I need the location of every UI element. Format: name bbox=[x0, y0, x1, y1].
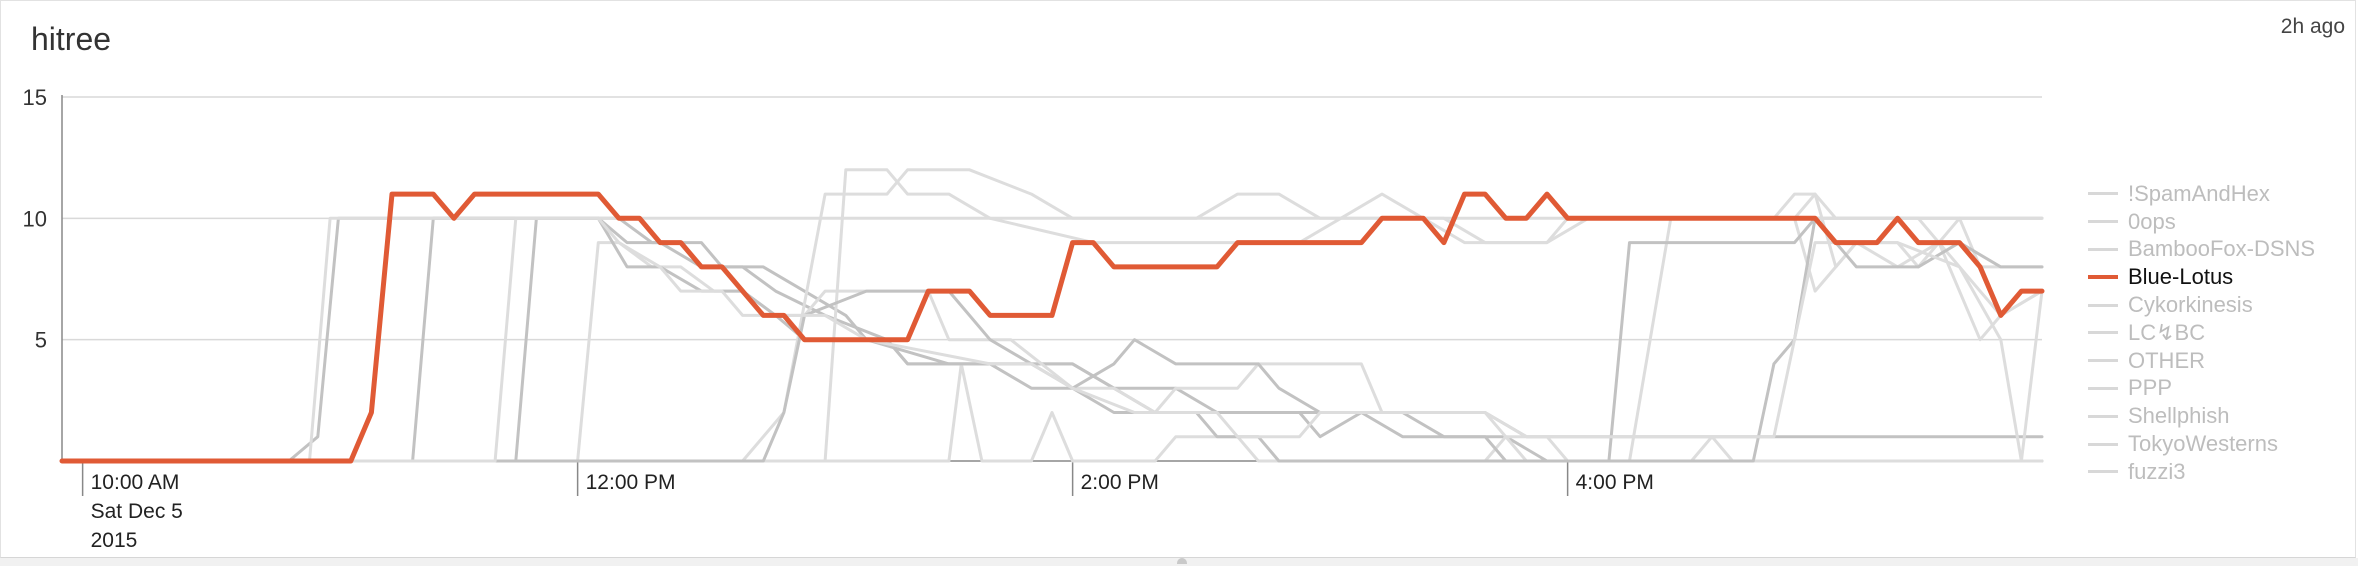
legend-item[interactable]: BambooFox-DSNS bbox=[2088, 236, 2348, 264]
x-tick-label: 12:00 PM bbox=[586, 471, 676, 494]
legend-item[interactable]: fuzzi3 bbox=[2088, 458, 2348, 486]
legend-swatch bbox=[2088, 220, 2118, 224]
legend-label: Blue-Lotus bbox=[2128, 264, 2234, 290]
x-tick-label: 4:00 PM bbox=[1576, 471, 1654, 494]
legend-item[interactable]: Shellphish bbox=[2088, 402, 2348, 430]
legend-label: 0ops bbox=[2128, 208, 2176, 234]
timestamp: 2h ago bbox=[2280, 15, 2345, 38]
legend-swatch bbox=[2088, 303, 2118, 307]
legend-swatch bbox=[2088, 331, 2118, 335]
legend-swatch bbox=[2088, 192, 2118, 196]
legend-label: Cykorkinesis bbox=[2128, 292, 2253, 318]
legend-item[interactable]: LC↯BC bbox=[2088, 319, 2348, 347]
legend-item[interactable]: !SpamAndHex bbox=[2088, 180, 2348, 208]
legend-label: LC↯BC bbox=[2128, 319, 2206, 345]
legend-item[interactable]: TokyoWesterns bbox=[2088, 430, 2348, 458]
legend-swatch bbox=[2088, 470, 2118, 474]
chart-title: hitree bbox=[31, 21, 112, 57]
legend-item[interactable]: 0ops bbox=[2088, 208, 2348, 236]
legend-swatch bbox=[2088, 442, 2118, 446]
series-line-blue-lotus bbox=[59, 191, 2045, 464]
legend-swatch bbox=[2088, 247, 2118, 251]
x-tick-label: 10:00 AM bbox=[91, 471, 180, 494]
legend-item[interactable]: PPP bbox=[2088, 375, 2348, 403]
legend-label: BambooFox-DSNS bbox=[2128, 236, 2316, 262]
legend-swatch bbox=[2088, 414, 2118, 418]
legend-item[interactable]: Cykorkinesis bbox=[2088, 291, 2348, 319]
legend-label: TokyoWesterns bbox=[2128, 431, 2278, 457]
legend-label: PPP bbox=[2128, 375, 2173, 401]
legend-label: Shellphish bbox=[2128, 403, 2230, 429]
legend-swatch bbox=[2088, 359, 2118, 363]
x-tick-label: 2015 bbox=[91, 529, 138, 552]
x-tick-label: 2:00 PM bbox=[1081, 471, 1159, 494]
y-tick-label: 10 bbox=[23, 206, 47, 231]
legend-label: OTHER bbox=[2128, 347, 2205, 373]
y-tick-label: 5 bbox=[35, 328, 47, 353]
legend-label: !SpamAndHex bbox=[2128, 180, 2270, 206]
legend: !SpamAndHex 0ops BambooFox-DSNS Blue-Lotus C… bbox=[2088, 180, 2348, 486]
x-tick-label: Sat Dec 5 bbox=[91, 500, 183, 523]
series-line-lc-bc bbox=[60, 216, 2044, 463]
legend-swatch bbox=[2088, 386, 2118, 390]
y-tick-label: 15 bbox=[23, 85, 47, 110]
legend-item[interactable]: OTHER bbox=[2088, 347, 2348, 375]
series-line-0ops bbox=[60, 216, 2044, 463]
scroll-thumb[interactable] bbox=[1177, 558, 1187, 564]
legend-item[interactable]: Blue-Lotus bbox=[2088, 263, 2348, 291]
legend-swatch bbox=[2088, 275, 2118, 280]
legend-label: fuzzi3 bbox=[2128, 458, 2186, 484]
